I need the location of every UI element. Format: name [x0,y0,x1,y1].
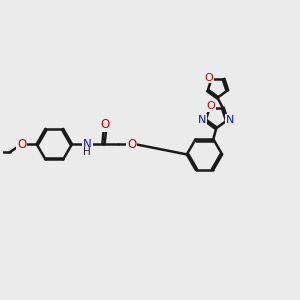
Text: H: H [83,147,91,158]
Text: O: O [17,138,26,151]
Text: N: N [83,138,92,151]
Text: N: N [226,115,235,125]
Text: O: O [205,73,214,82]
Text: N: N [198,115,206,125]
Text: O: O [206,100,214,111]
Text: O: O [127,138,136,151]
Text: O: O [100,118,110,131]
